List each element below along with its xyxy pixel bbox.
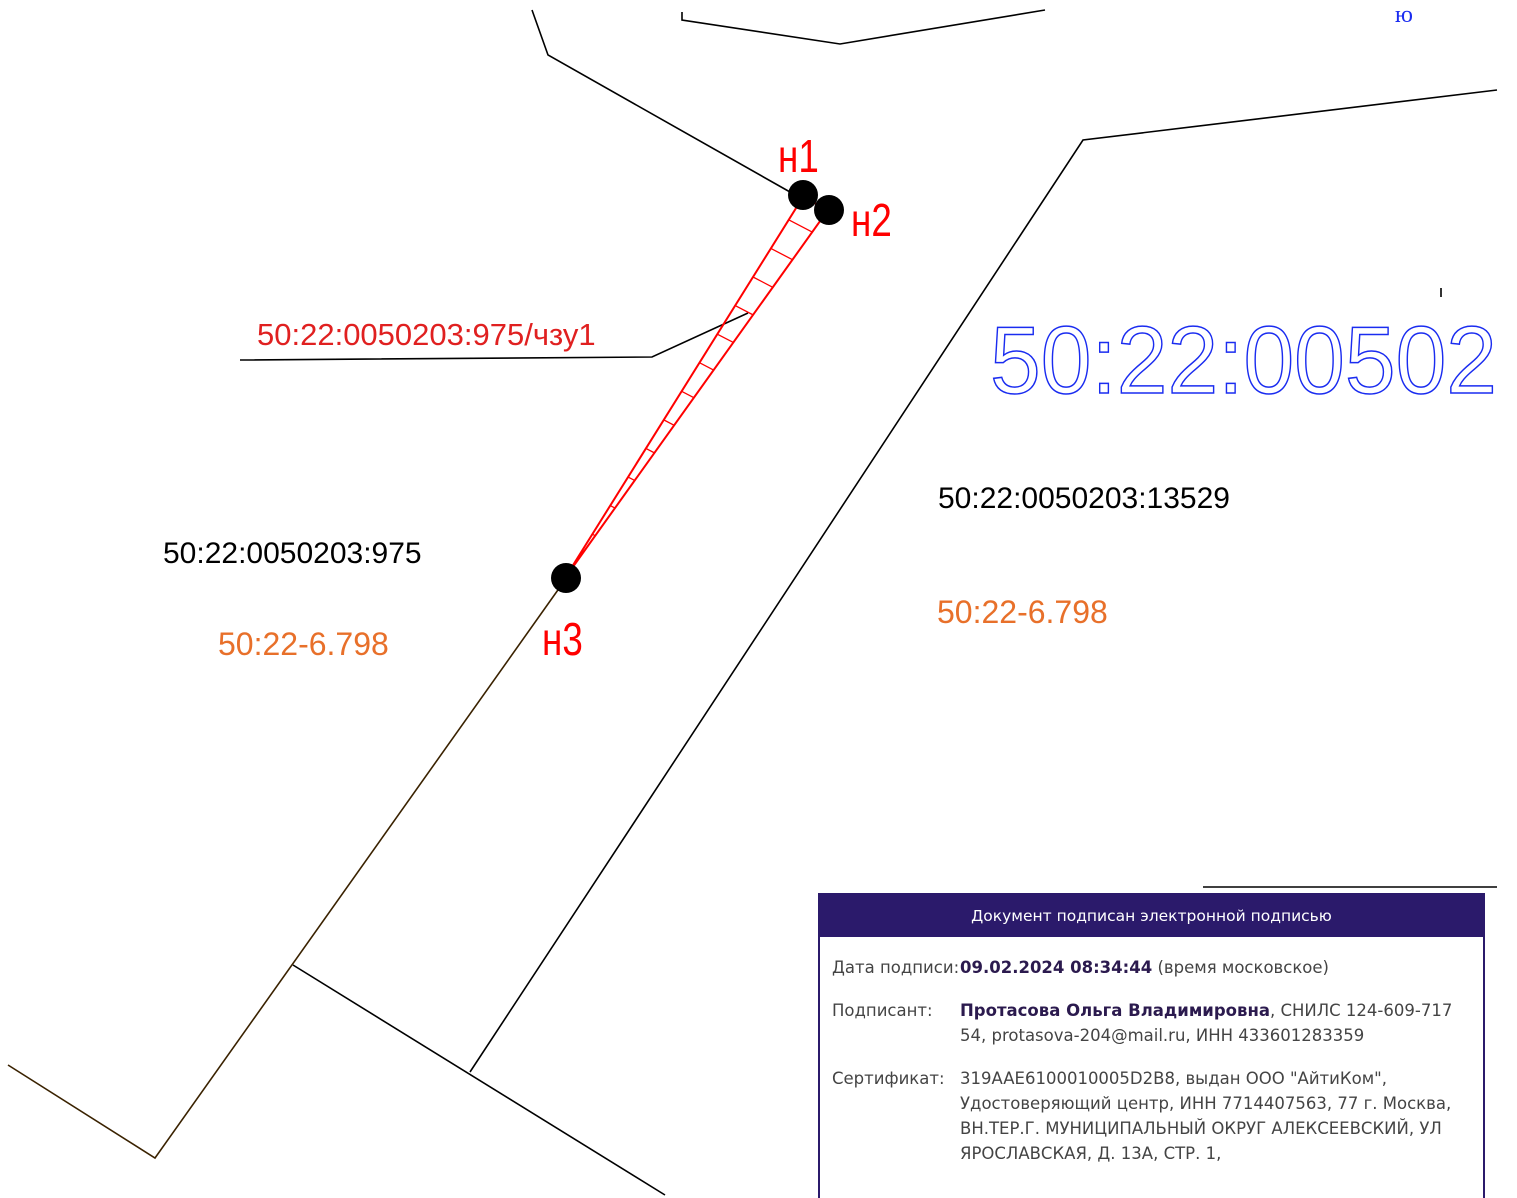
boundary bbox=[292, 964, 666, 1196]
hatch-line bbox=[681, 390, 695, 399]
row-bold: Протасова Ольга Владимировна bbox=[960, 1001, 1270, 1020]
hatch-line bbox=[627, 476, 635, 482]
stamp-row: Дата подписи: 09.02.2024 08:34:44 (время … bbox=[820, 955, 1483, 980]
boundary bbox=[7, 579, 566, 1160]
row-bold: 09.02.2024 08:34:44 bbox=[960, 958, 1153, 977]
hatch-line bbox=[788, 219, 813, 233]
hatch-line bbox=[717, 333, 734, 344]
row-text: 319AAE6100010005D2B8, выдан ООО "АйтиКом… bbox=[960, 1069, 1452, 1163]
point-label: н2 bbox=[851, 194, 892, 246]
signature-stamp: Документ подписан электронной подписью Д… bbox=[818, 893, 1485, 1198]
point-marker bbox=[814, 195, 844, 225]
boundary bbox=[681, 9, 1046, 45]
parcel-number: 50:22:0050203:13529 bbox=[938, 482, 1230, 515]
hatch bbox=[592, 219, 813, 537]
boundary bbox=[531, 9, 791, 193]
hatch-line bbox=[645, 447, 655, 454]
hatch-line bbox=[609, 505, 616, 509]
row-text: (время московское) bbox=[1152, 958, 1329, 977]
stamp-header: Документ подписан электронной подписью bbox=[820, 895, 1483, 937]
point-marker bbox=[551, 563, 581, 593]
row-value: 09.02.2024 08:34:44 (время московское) bbox=[960, 955, 1471, 980]
row-text: , СНИЛС 124-609-717 54, protasova-204@ma… bbox=[960, 1001, 1453, 1045]
part-polygon bbox=[564, 195, 830, 579]
row-label: Дата подписи: bbox=[832, 958, 960, 977]
boundary bbox=[469, 89, 1498, 1073]
corner-label: ю bbox=[1395, 2, 1413, 28]
row-label: Сертификат: bbox=[832, 1069, 945, 1088]
hatch-line bbox=[770, 247, 793, 261]
quarter-label: 50:22:00502 bbox=[990, 307, 1497, 414]
row-label: Подписант: bbox=[832, 1001, 933, 1020]
zone-label: 50:22-6.798 bbox=[218, 626, 389, 662]
stamp-row: Сертификат: 319AAE6100010005D2B8, выдан О… bbox=[820, 1066, 1483, 1166]
leader-line bbox=[239, 312, 749, 361]
part-label: 50:22:0050203:975/чзу1 bbox=[257, 317, 596, 352]
hatch-line bbox=[592, 533, 596, 537]
hatch-line bbox=[752, 276, 774, 288]
hatch-line bbox=[699, 362, 714, 371]
row-value: 319AAE6100010005D2B8, выдан ООО "АйтиКом… bbox=[960, 1066, 1471, 1166]
hatch-line bbox=[663, 419, 675, 426]
zone-label: 50:22-6.798 bbox=[937, 594, 1108, 630]
point-marker bbox=[788, 180, 818, 210]
point-label: н1 bbox=[778, 130, 819, 182]
row-value: Протасова Ольга Владимировна, СНИЛС 124-… bbox=[960, 998, 1471, 1048]
point-label: н3 bbox=[542, 613, 583, 665]
hatch-line bbox=[734, 305, 754, 316]
parcel-number: 50:22:0050203:975 bbox=[163, 537, 422, 570]
stamp-row: Подписант: Протасова Ольга Владимировна, … bbox=[820, 998, 1483, 1048]
